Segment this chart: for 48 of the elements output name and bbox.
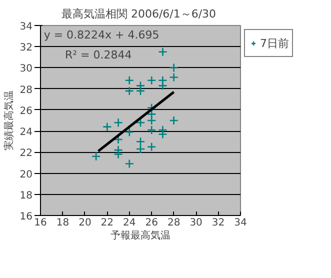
- x-tick-label: 28: [167, 218, 180, 228]
- legend-label: 7日前: [260, 36, 289, 50]
- point: [136, 86, 146, 96]
- y-tick-label: 32: [20, 42, 33, 54]
- point: [146, 125, 156, 135]
- y-tick-label: 18: [20, 190, 33, 202]
- point: [124, 86, 134, 96]
- x-tick-label: 22: [100, 218, 114, 228]
- y-tick-label: 22: [20, 148, 33, 160]
- point: [124, 76, 134, 86]
- point: [158, 81, 168, 90]
- x-tick-label: 34: [234, 218, 247, 228]
- annotation: R² = 0.2844: [64, 48, 132, 62]
- x-tick-label: 30: [190, 218, 202, 228]
- point: [146, 142, 156, 152]
- point: [124, 127, 134, 137]
- x-tick-label: 24: [123, 218, 136, 228]
- point: [158, 47, 168, 57]
- point: [102, 122, 112, 132]
- y-tick-label: 26: [20, 106, 33, 117]
- point: [169, 116, 178, 126]
- point: [136, 118, 146, 128]
- y-axis-title: 実績最高気温: [2, 90, 15, 150]
- x-tick-label: 18: [56, 218, 70, 228]
- x-axis-title: 予報最高気温: [110, 230, 170, 242]
- point: [158, 130, 168, 139]
- x-tick-label: 32: [212, 218, 225, 228]
- point: [124, 159, 134, 168]
- point: [169, 63, 178, 72]
- point: [169, 72, 178, 82]
- point: [136, 144, 146, 154]
- point: [91, 152, 101, 162]
- point: [146, 76, 156, 86]
- annotation: y = 0.8224x + 4.695: [44, 28, 160, 42]
- x-tick-label: 26: [145, 218, 158, 228]
- y-tick-label: 30: [20, 64, 33, 75]
- point: [146, 116, 156, 126]
- point: [146, 110, 156, 119]
- point: [136, 136, 146, 146]
- x-tick-label: 16: [34, 218, 47, 228]
- y-tick-label: 20: [20, 169, 33, 180]
- chart-title: 最高気温相関 2006/6/1～6/30: [61, 8, 216, 20]
- y-tick-label: 34: [20, 22, 33, 32]
- y-tick-label: 28: [20, 84, 33, 96]
- y-tick-label: 24: [20, 127, 33, 138]
- x-tick-label: 20: [78, 218, 92, 228]
- point: [114, 118, 123, 128]
- point: [114, 150, 123, 159]
